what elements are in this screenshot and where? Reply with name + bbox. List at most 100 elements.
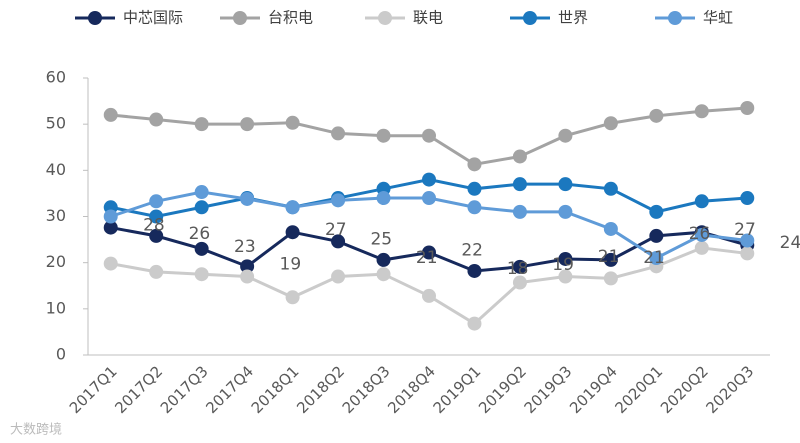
data-label: 23 <box>234 237 256 257</box>
point <box>649 251 664 266</box>
data-label: 18 <box>507 259 529 279</box>
y-tick-label: 20 <box>46 252 66 271</box>
y-tick-label: 40 <box>46 160 66 179</box>
point <box>285 200 300 215</box>
point <box>558 251 573 266</box>
data-label: 25 <box>370 229 392 249</box>
legend-marker <box>378 11 392 25</box>
x-tick-label: 2018Q3 <box>339 362 394 417</box>
point <box>512 149 527 164</box>
point <box>558 204 573 219</box>
point <box>422 288 436 303</box>
point <box>149 194 164 209</box>
point <box>603 252 618 267</box>
point <box>240 259 255 274</box>
point <box>603 116 618 131</box>
legend-label: 世界 <box>558 9 588 27</box>
legend-marker <box>668 11 682 25</box>
point <box>512 259 527 274</box>
point <box>422 191 436 206</box>
point <box>194 185 209 200</box>
legend-label: 华虹 <box>703 9 733 27</box>
x-tick-label: 2020Q2 <box>657 362 712 417</box>
point <box>558 177 573 192</box>
point <box>149 112 164 127</box>
point <box>649 204 664 219</box>
point <box>740 191 755 206</box>
y-tick-label: 30 <box>46 206 66 225</box>
data-label: 19 <box>552 255 574 275</box>
point <box>376 267 391 282</box>
point <box>103 209 118 224</box>
data-label: 26 <box>189 224 211 244</box>
data-label: 26 <box>689 224 711 244</box>
point <box>512 204 527 219</box>
point <box>285 225 300 240</box>
point <box>422 128 436 143</box>
legend-marker <box>88 11 102 25</box>
x-tick-label: 2018Q2 <box>293 362 348 417</box>
point <box>512 177 527 192</box>
data-label: 22 <box>461 241 483 261</box>
point <box>512 275 527 290</box>
point <box>285 115 300 130</box>
point <box>558 269 573 284</box>
data-label: 27 <box>734 220 756 240</box>
point <box>649 108 664 123</box>
point <box>331 193 346 208</box>
point <box>467 181 482 196</box>
point <box>740 246 755 261</box>
x-tick-label: 2020Q1 <box>612 362 667 417</box>
point <box>103 107 118 122</box>
point <box>194 267 209 282</box>
x-tick-label: 2017Q1 <box>66 362 121 417</box>
point <box>376 128 391 143</box>
point <box>467 157 482 172</box>
point <box>149 228 164 243</box>
point <box>194 117 209 132</box>
data-label: 21 <box>598 247 620 267</box>
data-label: 21 <box>416 248 438 268</box>
point <box>558 128 573 143</box>
data-label: 19 <box>280 254 302 274</box>
data-label: 24 <box>780 233 800 253</box>
point <box>194 200 209 215</box>
x-tick-label: 2019Q1 <box>430 362 485 417</box>
point <box>694 194 709 209</box>
legend-label: 中芯国际 <box>123 9 183 27</box>
y-tick-label: 0 <box>56 345 66 364</box>
point <box>149 264 164 279</box>
point <box>467 200 482 215</box>
point <box>694 227 709 242</box>
legend-label: 台积电 <box>268 9 313 27</box>
point <box>240 269 255 284</box>
y-tick-label: 50 <box>46 114 66 133</box>
x-tick-label: 2017Q3 <box>157 362 212 417</box>
data-label: 27 <box>325 220 347 240</box>
point <box>603 221 618 236</box>
x-tick-label: 2017Q4 <box>202 362 257 417</box>
x-tick-label: 2017Q2 <box>111 362 166 417</box>
point <box>240 117 255 132</box>
data-label: 28 <box>143 216 165 236</box>
point <box>603 181 618 196</box>
legend-marker <box>523 11 537 25</box>
point <box>376 252 391 267</box>
point <box>694 240 709 255</box>
point <box>649 228 664 243</box>
watermark: 大数跨境 <box>10 423 62 438</box>
point <box>331 234 346 249</box>
point <box>467 263 482 278</box>
point <box>240 191 255 206</box>
legend-label: 联电 <box>413 9 443 27</box>
y-tick-label: 10 <box>46 298 66 317</box>
x-tick-label: 2019Q3 <box>521 362 576 417</box>
point <box>194 241 209 256</box>
x-tick-label: 2018Q4 <box>384 362 439 417</box>
y-tick-label: 60 <box>46 68 66 87</box>
data-label: 21 <box>643 248 665 268</box>
point <box>103 256 118 271</box>
point <box>331 126 346 141</box>
point <box>740 101 755 116</box>
x-tick-label: 2019Q2 <box>475 362 530 417</box>
